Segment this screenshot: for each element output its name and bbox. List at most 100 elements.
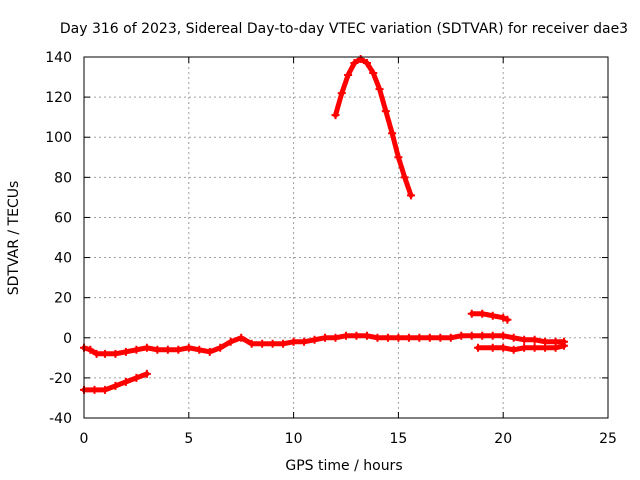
series-track-near-zero: [80, 331, 568, 358]
data-point-marker: [331, 111, 340, 120]
data-point-marker: [499, 343, 508, 352]
data-point-marker: [406, 191, 415, 200]
data-point-marker: [530, 343, 539, 352]
series-line: [333, 56, 414, 198]
series-track-neg5: [474, 341, 568, 354]
data-point-marker: [394, 153, 403, 162]
data-point-marker: [457, 331, 466, 340]
data-point-marker: [559, 341, 568, 350]
data-point-marker: [499, 313, 508, 322]
data-point-marker: [352, 331, 361, 340]
data-point-marker: [163, 345, 172, 354]
data-point-marker: [478, 331, 487, 340]
data-point-marker: [237, 333, 246, 342]
data-point-marker: [258, 339, 267, 348]
data-point-marker: [404, 333, 413, 342]
data-point-marker: [425, 333, 434, 342]
data-point-marker: [195, 345, 204, 354]
grid-lines: [84, 57, 608, 418]
plot-frame: [83, 56, 609, 419]
data-point-marker: [174, 345, 183, 354]
y-tick-label: 140: [45, 50, 72, 66]
series-track-low: [80, 369, 151, 394]
data-point-marker: [400, 173, 409, 182]
data-point-marker: [337, 89, 346, 98]
data-point-marker: [142, 369, 151, 378]
y-tick-label: -40: [49, 411, 72, 427]
y-tick-label: -20: [49, 371, 72, 387]
data-point-marker: [474, 343, 483, 352]
data-point-marker: [383, 333, 392, 342]
data-point-marker: [488, 343, 497, 352]
y-tick-label: 40: [54, 251, 72, 267]
data-point-marker: [478, 309, 487, 318]
data-point-marker: [184, 343, 193, 352]
chart-title: Day 316 of 2023, Sidereal Day-to-day VTE…: [60, 21, 628, 37]
data-point-marker: [369, 69, 378, 78]
data-point-marker: [268, 339, 277, 348]
data-point-marker: [499, 331, 508, 340]
data-point-marker: [344, 71, 353, 80]
data-point-marker: [362, 331, 371, 340]
data-point-marker: [530, 335, 539, 344]
x-axis-label: GPS time / hours: [285, 458, 402, 474]
data-point-marker: [205, 347, 214, 356]
data-point-marker: [92, 349, 101, 358]
data-point-marker: [436, 333, 445, 342]
series-track-19h: [467, 309, 512, 324]
data-point-marker: [226, 337, 235, 346]
data-point-marker: [111, 381, 120, 390]
y-tick-label: 20: [54, 291, 72, 307]
x-tick-label: 0: [80, 431, 89, 447]
data-point-marker: [86, 345, 95, 354]
data-point-marker: [375, 85, 384, 94]
data-point-marker: [121, 347, 130, 356]
data-point-marker: [331, 333, 340, 342]
data-points: [80, 55, 568, 394]
data-point-marker: [216, 343, 225, 352]
data-point-marker: [415, 333, 424, 342]
y-tick-label: 120: [45, 90, 72, 106]
data-point-marker: [356, 55, 365, 64]
data-point-marker: [509, 345, 518, 354]
axis-ticks: -40 -20 0 20 40 60 80 100 120 140 0 5 10 15 20 25: [45, 50, 617, 447]
data-point-marker: [373, 333, 382, 342]
data-point-marker: [100, 385, 109, 394]
data-point-marker: [90, 385, 99, 394]
data-point-marker: [100, 349, 109, 358]
data-point-marker: [467, 331, 476, 340]
x-tick-label: 10: [285, 431, 303, 447]
data-point-marker: [381, 107, 390, 116]
data-point-marker: [488, 331, 497, 340]
data-point-marker: [289, 337, 298, 346]
data-point-marker: [132, 373, 141, 382]
y-tick-label: 60: [54, 210, 72, 226]
data-point-marker: [142, 343, 151, 352]
data-point-marker: [342, 331, 350, 340]
y-tick-label: 80: [54, 170, 72, 186]
data-point-marker: [279, 339, 288, 348]
y-tick-label: 0: [63, 331, 72, 347]
data-point-marker: [551, 343, 560, 352]
x-tick-label: 15: [389, 431, 407, 447]
series-track-peak: [331, 55, 415, 200]
data-point-marker: [121, 377, 130, 386]
data-point-marker: [394, 333, 403, 342]
data-point-marker: [388, 129, 397, 138]
data-point-marker: [509, 333, 518, 342]
y-axis-label: SDTVAR / TECUs: [6, 181, 22, 296]
x-tick-label: 5: [184, 431, 193, 447]
data-point-marker: [300, 337, 309, 346]
data-point-marker: [467, 309, 476, 318]
data-point-marker: [362, 59, 371, 68]
data-point-marker: [132, 345, 141, 354]
data-point-marker: [488, 311, 497, 320]
data-point-marker: [541, 343, 550, 352]
y-tick-label: 100: [45, 130, 72, 146]
data-point-marker: [321, 333, 330, 342]
data-point-marker: [111, 349, 120, 358]
x-tick-label: 20: [494, 431, 512, 447]
data-point-marker: [350, 59, 359, 68]
data-point-marker: [247, 339, 256, 348]
